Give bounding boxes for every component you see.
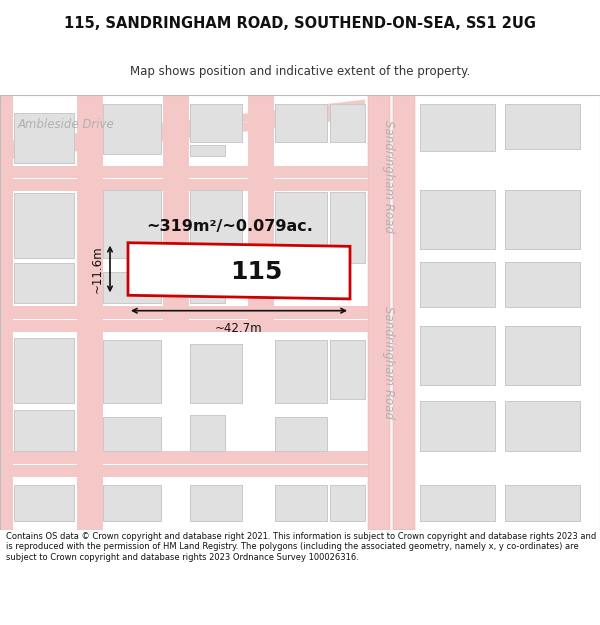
- Bar: [190, 104, 242, 142]
- Bar: [14, 193, 74, 258]
- Bar: [14, 262, 74, 303]
- Bar: [505, 262, 580, 307]
- Text: Ambleside Drive: Ambleside Drive: [18, 118, 115, 131]
- Bar: [420, 326, 495, 385]
- Bar: [330, 192, 365, 262]
- Bar: [330, 104, 365, 142]
- Bar: [420, 104, 495, 151]
- Text: 115, SANDRINGHAM ROAD, SOUTHEND-ON-SEA, SS1 2UG: 115, SANDRINGHAM ROAD, SOUTHEND-ON-SEA, …: [64, 16, 536, 31]
- Bar: [190, 190, 242, 254]
- Bar: [393, 95, 415, 530]
- Text: Sandringham Road: Sandringham Road: [382, 120, 395, 233]
- Bar: [420, 401, 495, 451]
- Bar: [14, 113, 74, 163]
- Bar: [103, 485, 161, 521]
- Bar: [368, 95, 390, 530]
- Polygon shape: [0, 109, 365, 160]
- Bar: [103, 417, 161, 451]
- Text: 115: 115: [230, 259, 283, 284]
- Text: Sandringham Road: Sandringham Road: [382, 306, 395, 419]
- Bar: [505, 401, 580, 451]
- Bar: [330, 340, 365, 399]
- Text: Map shows position and indicative extent of the property.: Map shows position and indicative extent…: [130, 65, 470, 78]
- Bar: [14, 411, 74, 451]
- Bar: [0, 166, 368, 178]
- Bar: [190, 344, 242, 403]
- Bar: [0, 95, 13, 530]
- Bar: [0, 451, 368, 464]
- Bar: [393, 95, 415, 530]
- Bar: [103, 340, 161, 403]
- Bar: [0, 306, 368, 319]
- Text: Contains OS data © Crown copyright and database right 2021. This information is : Contains OS data © Crown copyright and d…: [6, 532, 596, 562]
- Bar: [275, 340, 327, 403]
- Bar: [420, 262, 495, 307]
- Bar: [505, 485, 580, 521]
- Bar: [505, 190, 580, 249]
- Bar: [190, 145, 225, 156]
- Bar: [248, 95, 261, 320]
- Bar: [190, 415, 225, 451]
- Bar: [176, 95, 189, 320]
- Bar: [275, 104, 327, 142]
- Bar: [190, 485, 242, 521]
- Bar: [0, 465, 368, 476]
- Polygon shape: [128, 242, 350, 299]
- Bar: [0, 320, 368, 331]
- Bar: [14, 338, 74, 403]
- Bar: [14, 485, 74, 521]
- Bar: [163, 95, 176, 320]
- Bar: [190, 262, 225, 303]
- Polygon shape: [0, 99, 365, 151]
- Bar: [261, 95, 274, 320]
- Bar: [368, 95, 390, 530]
- Bar: [275, 192, 327, 262]
- Bar: [77, 95, 90, 530]
- Bar: [0, 179, 368, 191]
- Bar: [90, 95, 103, 530]
- Bar: [103, 190, 161, 258]
- Text: ~11.6m: ~11.6m: [91, 245, 104, 292]
- Bar: [420, 485, 495, 521]
- Bar: [505, 326, 580, 385]
- Bar: [420, 190, 495, 249]
- Bar: [275, 485, 327, 521]
- Bar: [330, 485, 365, 521]
- Bar: [103, 104, 161, 154]
- Bar: [390, 95, 393, 530]
- Text: ~319m²/~0.079ac.: ~319m²/~0.079ac.: [146, 219, 313, 234]
- Bar: [505, 104, 580, 149]
- Bar: [103, 272, 161, 303]
- Text: ~42.7m: ~42.7m: [215, 321, 263, 334]
- Bar: [275, 417, 327, 451]
